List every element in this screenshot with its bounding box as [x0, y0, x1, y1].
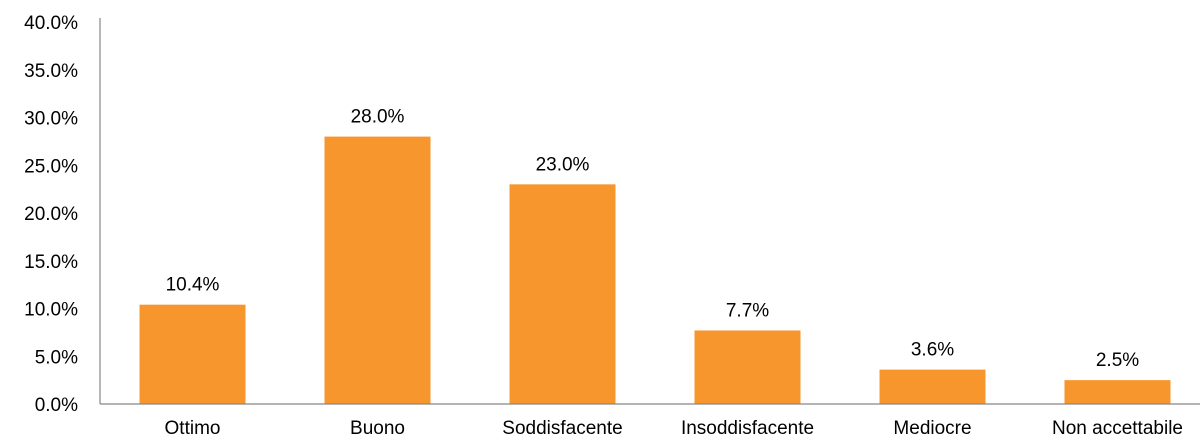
x-category-label: Soddisfacente — [502, 418, 622, 439]
bar — [694, 330, 801, 404]
bar — [324, 136, 431, 404]
y-axis: 0.0% 5.0% 10.0% 15.0% 20.0% 25.0% 30.0% 35.0% 40… — [24, 13, 101, 416]
data-label: 2.5% — [1096, 350, 1139, 371]
data-label: 10.4% — [166, 275, 220, 296]
y-tick-label: 40.0% — [24, 13, 78, 34]
data-label: 3.6% — [911, 340, 954, 361]
x-category-label: Non accettabile — [1052, 418, 1183, 439]
y-tick-label: 15.0% — [24, 252, 78, 273]
y-tick-label: 20.0% — [24, 204, 78, 225]
y-tick-label: 0.0% — [35, 395, 78, 416]
y-tick-label: 5.0% — [35, 347, 78, 368]
y-tick-label: 30.0% — [24, 109, 78, 130]
y-tick-label: 35.0% — [24, 61, 78, 82]
data-label: 7.7% — [726, 300, 769, 321]
bars-group: 10.4% 28.0% 23.0% 7.7% 3.6% 2.5% — [139, 107, 1171, 404]
bar — [139, 304, 246, 404]
data-label: 23.0% — [536, 154, 590, 175]
bar — [509, 184, 616, 404]
bar — [879, 369, 986, 404]
x-category-label: Buono — [350, 418, 405, 439]
y-tick-label: 25.0% — [24, 156, 78, 177]
y-tick-label: 10.0% — [24, 300, 78, 321]
x-category-label: Insoddisfacente — [681, 418, 814, 439]
data-label: 28.0% — [351, 107, 405, 128]
x-category-label: Mediocre — [893, 418, 971, 439]
bar — [1064, 380, 1171, 404]
x-axis: Ottimo Buono Soddisfacente Insoddisfacente M… — [100, 403, 1200, 439]
x-category-label: Ottimo — [165, 418, 221, 439]
